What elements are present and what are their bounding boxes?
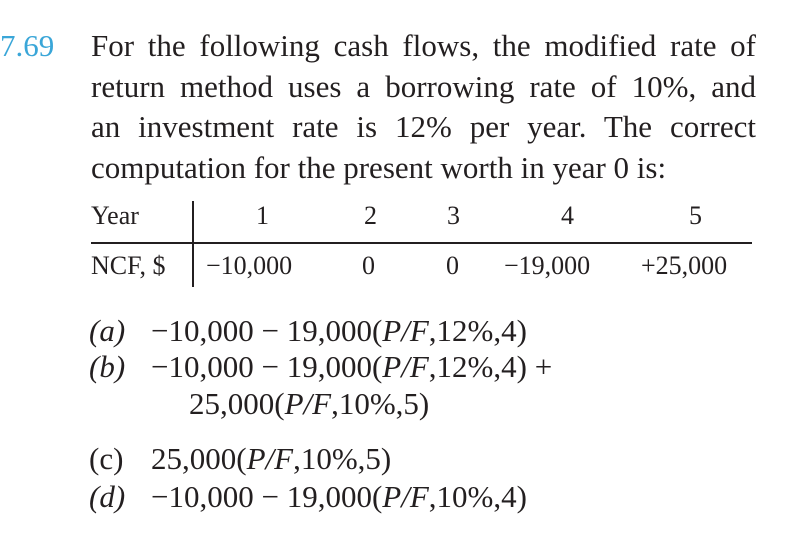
- option-b-factor: P/F: [382, 349, 429, 384]
- option-c-text-1: 25,000(: [151, 441, 247, 476]
- option-b-text-2: ,12%,4) +: [428, 349, 553, 384]
- option-a-text-2: ,12%,4): [428, 313, 527, 348]
- option-d-text-1: −10,000 − 19,000(: [151, 479, 383, 514]
- ncf-row-label: NCF, $: [91, 251, 166, 280]
- option-b-cont-text-1: 25,000(: [189, 386, 285, 421]
- option-a-factor: P/F: [382, 313, 429, 348]
- option-d: (d) −10,000 − 19,000(P/F,10%,4): [89, 478, 527, 516]
- option-b-cont-text-2: ,10%,5): [331, 386, 430, 421]
- option-b-continuation: 25,000(P/F,10%,5): [189, 385, 429, 423]
- ncf-year-4: −19,000: [504, 251, 591, 280]
- question-line-1: For the following cash flows, the modifi…: [91, 28, 756, 63]
- ncf-year-2: 0: [362, 251, 375, 280]
- option-c-factor: P/F: [246, 441, 294, 476]
- question-line-2: return method uses a borrowing rate of 1…: [91, 68, 756, 104]
- year-4-header: 4: [561, 201, 574, 230]
- year-header-label: Year: [91, 201, 139, 230]
- option-c-text-2: ,10%,5): [293, 441, 392, 476]
- option-d-factor: P/F: [382, 479, 429, 514]
- option-a: (a) −10,000 − 19,000(P/F,12%,4): [89, 312, 527, 350]
- ncf-year-5: +25,000: [641, 251, 728, 280]
- option-d-label: (d): [89, 479, 126, 514]
- question-text: For the following cash flows, the modifi…: [91, 26, 756, 188]
- ncf-year-3: 0: [446, 251, 459, 280]
- cash-flow-table: Year 1 2 3 4 5 NCF, $ −10,000 0 0 −19,00…: [91, 195, 752, 287]
- year-2-header: 2: [364, 201, 377, 230]
- option-b-label: (b): [89, 349, 126, 384]
- table-vertical-divider: [192, 201, 194, 287]
- year-5-header: 5: [689, 201, 702, 230]
- option-a-text-1: −10,000 − 19,000(: [151, 313, 383, 348]
- ncf-year-1: −10,000: [206, 251, 293, 280]
- year-1-header: 1: [256, 201, 269, 230]
- option-d-text-2: ,10%,4): [428, 479, 527, 514]
- question-line-4: computation for the present worth in yea…: [91, 149, 667, 185]
- problem-number: 7.69: [0, 28, 55, 63]
- option-c: (c) 25,000(P/F,10%,5): [89, 440, 391, 478]
- option-c-label: (c): [89, 441, 124, 476]
- option-a-label: (a): [89, 313, 126, 348]
- option-b-cont-factor: P/F: [284, 386, 332, 421]
- question-line-3: an investment rate is 12% per year. The …: [91, 109, 756, 144]
- option-b: (b) −10,000 − 19,000(P/F,12%,4) +: [89, 348, 552, 386]
- option-b-text-1: −10,000 − 19,000(: [151, 349, 383, 384]
- table-horizontal-divider: [91, 242, 752, 244]
- year-3-header: 3: [447, 201, 460, 230]
